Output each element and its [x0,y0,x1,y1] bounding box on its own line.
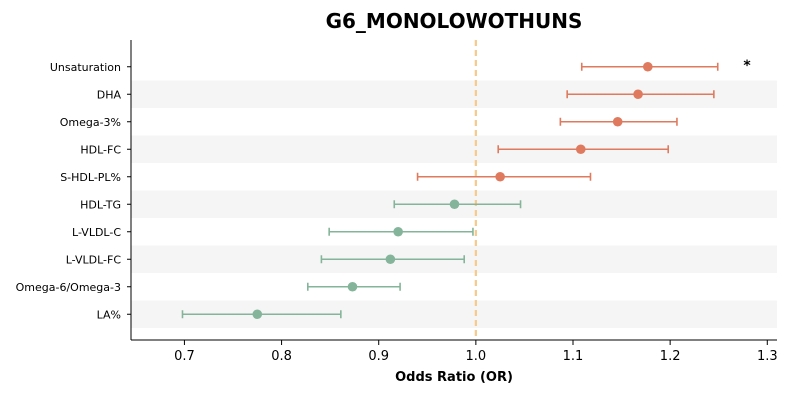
forest-row [580,61,719,72]
forest-row [497,144,670,155]
category-label: L-VLDL-FC [66,253,122,266]
category-label: LA% [97,308,121,321]
significance-marker: * [743,58,751,74]
or-point [643,61,653,72]
x-tick-label: 0.8 [271,349,292,364]
chart-title: G6_MONOLOWOTHUNS [325,9,583,33]
or-point [495,171,505,182]
forest-row [416,171,592,182]
category-label: DHA [97,88,122,101]
category-label: L-VLDL-C [72,226,121,239]
forest-row [566,89,715,100]
or-point [393,226,403,237]
forest-row [328,226,474,237]
forest-row [393,199,522,210]
category-label: HDL-FC [80,143,121,156]
category-label: Omega-3% [60,116,121,129]
forest-row [559,116,678,127]
row-band [131,135,777,163]
forest-row [181,309,342,320]
x-tick-label: 0.7 [174,349,195,364]
forest-row [320,254,466,265]
category-label: Omega-6/Omega-3 [16,281,121,294]
x-tick-label: 1.2 [660,349,681,364]
or-point [633,89,643,100]
or-point [347,281,358,292]
x-tick-label: 1.1 [563,349,584,364]
forest-row [306,281,401,292]
or-point [252,309,263,320]
x-tick-label: 0.9 [368,349,389,364]
or-point [449,199,460,210]
category-label: S-HDL-PL% [60,171,121,184]
or-point [575,144,586,155]
category-label: Unsaturation [50,61,121,74]
x-tick-label: 1.0 [466,349,487,364]
x-tick-label: 1.3 [757,349,778,364]
or-point [612,116,623,127]
x-axis-title: Odds Ratio (OR) [395,370,513,385]
or-point [385,254,396,265]
category-label: HDL-TG [80,198,121,211]
